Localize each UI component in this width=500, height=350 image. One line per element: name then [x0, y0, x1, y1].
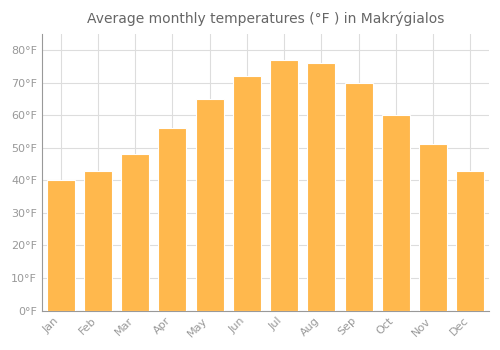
Title: Average monthly temperatures (°F ) in Makrýgialos: Average monthly temperatures (°F ) in Ma… — [86, 11, 444, 26]
Bar — [84, 170, 112, 310]
Bar — [158, 128, 186, 310]
Bar — [121, 154, 149, 310]
Bar — [308, 63, 336, 310]
Bar — [419, 145, 447, 310]
Bar — [46, 180, 74, 310]
Bar — [233, 76, 261, 310]
Bar — [382, 115, 409, 310]
Bar — [270, 60, 298, 310]
Bar — [196, 99, 224, 310]
Bar — [456, 170, 484, 310]
Bar — [344, 83, 372, 310]
